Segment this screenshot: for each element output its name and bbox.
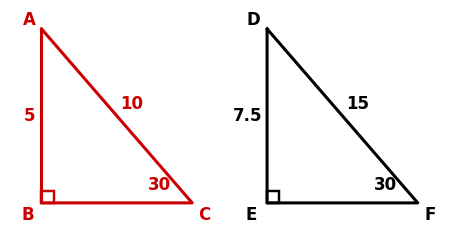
Text: C: C xyxy=(198,206,211,224)
Text: E: E xyxy=(246,206,257,224)
Text: 30: 30 xyxy=(374,177,397,195)
Text: 7.5: 7.5 xyxy=(233,107,263,125)
Text: B: B xyxy=(21,206,34,224)
Text: 10: 10 xyxy=(120,95,144,113)
Text: 30: 30 xyxy=(148,177,171,195)
Text: 15: 15 xyxy=(346,95,369,113)
Bar xyxy=(42,191,53,203)
Bar xyxy=(267,191,279,203)
Text: A: A xyxy=(23,11,36,29)
Text: F: F xyxy=(424,206,436,224)
Text: 5: 5 xyxy=(24,107,35,125)
Text: D: D xyxy=(246,11,260,29)
